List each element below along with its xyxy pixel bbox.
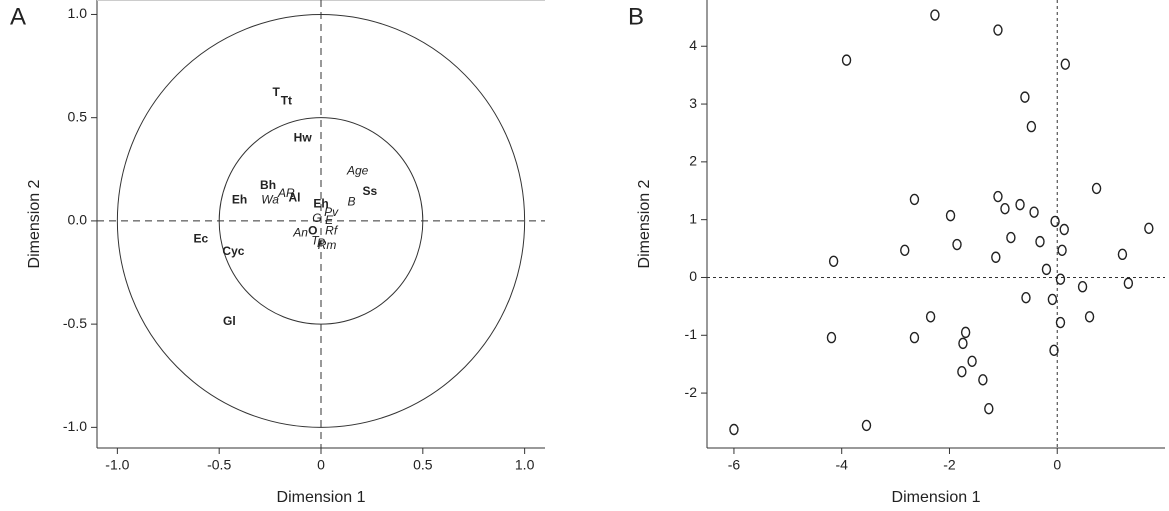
y-tick-label: 1.0 (68, 5, 88, 21)
reference-circle (218, 117, 424, 325)
point (1123, 277, 1134, 289)
x-tick-label: -2 (943, 457, 956, 473)
point (1144, 222, 1154, 235)
point (909, 193, 920, 206)
point (841, 54, 852, 66)
point (1055, 316, 1066, 329)
x-tick-label: 0 (1053, 457, 1061, 473)
point (1021, 292, 1031, 304)
variable-label: Cyc (222, 244, 244, 258)
point (925, 311, 936, 323)
variable-label: Eh (232, 192, 247, 206)
point (957, 365, 967, 378)
point (1015, 198, 1025, 211)
point (1077, 281, 1088, 293)
panel-label: B (628, 3, 644, 30)
variable-label: T (311, 234, 320, 248)
y-tick-label: 3 (689, 95, 697, 111)
point (930, 9, 940, 21)
point (1057, 244, 1067, 257)
y-tick-label: 1 (689, 210, 697, 226)
variable-label: T (273, 85, 281, 99)
point (1029, 206, 1039, 218)
variable-label: G (312, 211, 321, 225)
y-axis-label: Dimension 2 (636, 179, 653, 268)
reference-circle (116, 13, 526, 428)
point (729, 423, 739, 436)
point (1084, 311, 1095, 323)
x-axis-label: Dimension 1 (277, 489, 366, 506)
y-tick-label: -2 (685, 384, 698, 400)
point (1091, 182, 1102, 195)
y-tick-label: 0 (689, 268, 697, 284)
variable-label: Eh (313, 197, 328, 211)
point (1060, 58, 1071, 70)
x-tick-label: 0 (317, 457, 325, 473)
point (861, 419, 872, 432)
point (984, 402, 994, 415)
variable-label: AR (277, 186, 295, 200)
y-axis-label: Dimension 2 (26, 179, 43, 268)
point (1049, 344, 1059, 357)
point (1035, 235, 1045, 248)
point (828, 255, 839, 267)
variable-label: Pv (324, 205, 339, 219)
point (991, 251, 1001, 263)
point (960, 326, 971, 339)
point (1000, 202, 1010, 215)
point (945, 209, 956, 222)
y-tick-label: -1 (685, 326, 698, 342)
x-tick-label: 1.0 (515, 457, 535, 473)
variable-label: An (292, 225, 308, 239)
point (1006, 231, 1016, 244)
y-tick-label: -1.0 (63, 418, 87, 434)
variable-label: Ss (363, 184, 378, 198)
y-tick-label: 0.0 (68, 212, 88, 228)
point (1041, 263, 1052, 276)
y-tick-label: 4 (689, 37, 697, 53)
y-tick-label: 0.5 (68, 108, 88, 124)
point (952, 238, 962, 251)
y-tick-label: -0.5 (63, 315, 87, 331)
point (1055, 273, 1066, 285)
point (900, 244, 910, 257)
x-tick-label: 0.5 (413, 457, 433, 473)
variable-label: Rm (318, 238, 337, 252)
variable-label: Al (289, 190, 301, 204)
point (1020, 91, 1030, 103)
variable-label: Gl (223, 314, 236, 328)
variable-label: Bh (260, 178, 276, 192)
variable-label: E (325, 213, 334, 227)
point (1047, 293, 1058, 306)
point (909, 331, 920, 344)
point (978, 374, 988, 386)
y-tick-label: 2 (689, 153, 697, 169)
point (826, 331, 837, 344)
point (1050, 215, 1060, 228)
point (993, 24, 1003, 36)
point (958, 337, 968, 350)
variable-label: Age (346, 164, 369, 178)
point (1026, 120, 1037, 133)
point (967, 355, 977, 367)
variable-label: Tt (281, 93, 292, 107)
x-axis-label: Dimension 1 (892, 489, 981, 506)
variable-label: O (308, 223, 317, 237)
variable-label: P (317, 236, 325, 250)
variable-label: Hw (294, 130, 313, 144)
point (1059, 223, 1069, 236)
variable-label: Ec (194, 232, 209, 246)
x-tick-label: -4 (835, 457, 848, 473)
x-tick-label: -1.0 (105, 457, 129, 473)
point (993, 190, 1003, 203)
panel-label: A (10, 3, 26, 30)
variable-label: Rf (325, 223, 339, 237)
variable-label: B (348, 194, 356, 208)
variable-label: Wa (261, 192, 279, 206)
x-tick-label: -6 (728, 457, 741, 473)
x-tick-label: -0.5 (207, 457, 231, 473)
point (1117, 248, 1128, 261)
